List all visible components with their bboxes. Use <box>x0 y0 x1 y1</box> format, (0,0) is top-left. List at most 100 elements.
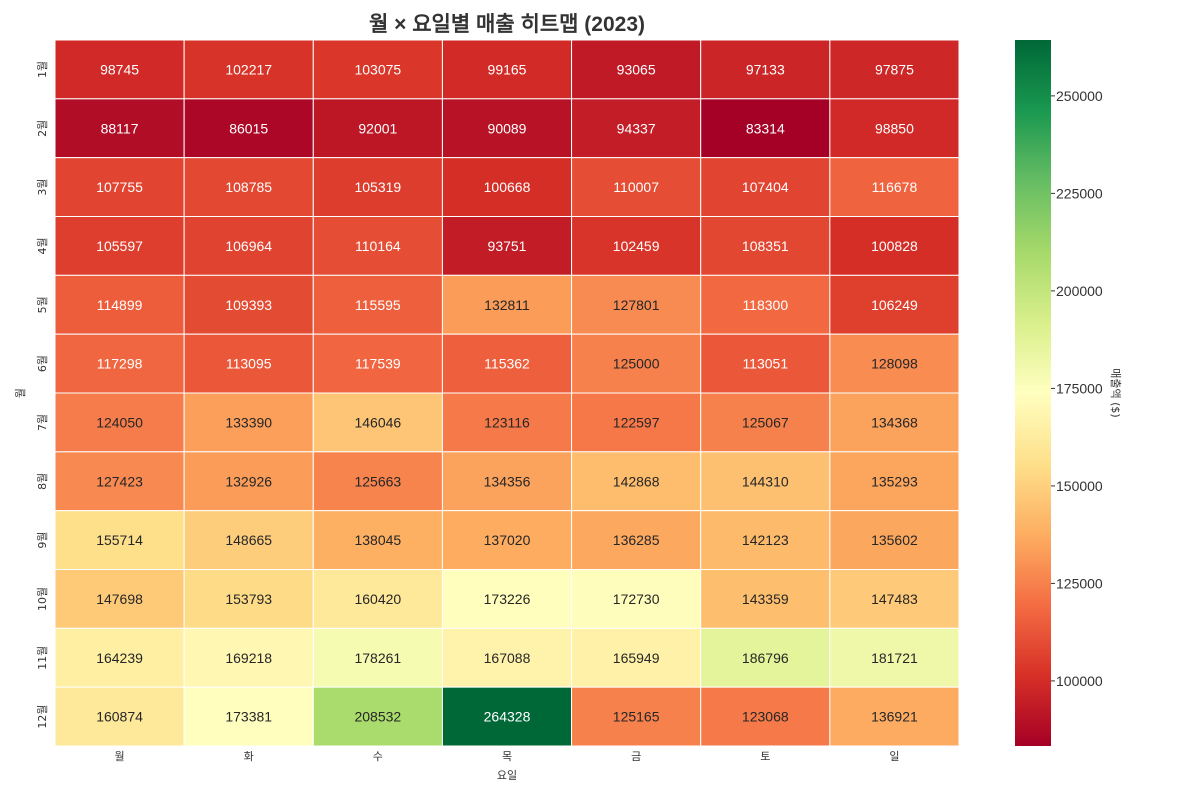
heatmap-cell <box>54 274 185 335</box>
heatmap-cell <box>441 627 573 688</box>
cell-value-label: 137020 <box>484 532 531 548</box>
cell-value-label: 100828 <box>871 238 918 254</box>
heatmap-cell <box>312 333 443 394</box>
heatmap-cell <box>700 39 831 100</box>
heatmap-cell <box>571 510 702 570</box>
heatmap-cell <box>700 451 831 512</box>
heatmap-cell <box>829 627 960 688</box>
heatmap-cell <box>700 627 831 688</box>
heatmap-cell <box>829 98 960 159</box>
heatmap-cell <box>54 98 185 159</box>
cell-value-label: 146046 <box>354 414 401 430</box>
heatmap-cell <box>312 392 443 453</box>
cell-value-label: 173226 <box>484 591 531 607</box>
heatmap-cell <box>54 569 185 629</box>
y-tick-label: 11월 <box>36 646 49 670</box>
cell-value-label: 127801 <box>613 297 660 313</box>
y-tick-label: 10월 <box>36 587 49 611</box>
cell-value-label: 94337 <box>617 120 656 136</box>
colorbar-tick-label: 125000 <box>1056 575 1103 591</box>
cell-value-label: 186796 <box>742 650 789 666</box>
y-tick-label: 9월 <box>36 532 49 549</box>
y-tick-label: 3월 <box>36 179 49 196</box>
heatmap-cell <box>829 392 960 453</box>
heatmap-cell <box>54 392 185 453</box>
heatmap-cells: 98745 102217 103075 99165 93065 97133 97875 881… <box>54 39 960 747</box>
colorbar <box>1015 40 1051 746</box>
cell-value-label: 160874 <box>96 709 143 725</box>
cell-value-label: 134356 <box>484 473 531 489</box>
cell-value-label: 108785 <box>225 179 272 195</box>
heatmap-cell <box>441 39 573 100</box>
cell-value-label: 127423 <box>96 473 143 489</box>
cell-value-label: 97133 <box>746 61 785 77</box>
cell-value-label: 164239 <box>96 650 143 666</box>
cell-value-label: 98745 <box>100 61 139 77</box>
cell-value-label: 264328 <box>484 709 531 725</box>
cell-value-label: 115362 <box>484 356 530 372</box>
heatmap-cell <box>571 157 702 218</box>
cell-value-label: 143359 <box>742 591 789 607</box>
heatmap-cell <box>829 451 960 512</box>
y-tick-label: 7월 <box>36 414 49 431</box>
cell-value-label: 208532 <box>354 709 401 725</box>
colorbar-tick-label: 100000 <box>1056 673 1103 689</box>
colorbar-ticks: 100000 125000 150000 175000 200000 225000 2500… <box>1051 88 1103 689</box>
y-axis-title: 월 <box>14 388 27 398</box>
cell-value-label: 128098 <box>871 356 918 372</box>
heatmap-cell <box>312 569 443 629</box>
colorbar-tick-label: 175000 <box>1056 380 1103 396</box>
x-axis-title: 요일 <box>497 768 517 782</box>
heatmap-cell <box>571 333 702 394</box>
cell-value-label: 109393 <box>225 297 272 313</box>
cell-value-label: 102217 <box>225 61 272 77</box>
cell-value-label: 136285 <box>613 532 660 548</box>
y-tick-label: 4월 <box>36 237 49 254</box>
heatmap-cell <box>571 569 702 629</box>
heatmap-cell <box>441 216 573 276</box>
heatmap-cell <box>571 98 702 159</box>
heatmap-cell <box>183 686 314 747</box>
cell-value-label: 107404 <box>742 179 789 195</box>
cell-value-label: 103075 <box>354 61 401 77</box>
cell-value-label: 83314 <box>746 120 785 136</box>
cell-value-label: 132811 <box>484 297 530 313</box>
cell-value-label: 125000 <box>613 356 660 372</box>
heatmap-cell <box>700 392 831 453</box>
cell-value-label: 117539 <box>355 356 401 372</box>
heatmap-cell <box>54 216 185 276</box>
heatmap-cell <box>829 333 960 394</box>
cell-value-label: 93065 <box>617 61 656 77</box>
heatmap-cell <box>571 39 702 100</box>
heatmap-cell <box>829 274 960 335</box>
cell-value-label: 181721 <box>871 650 918 666</box>
cell-value-label: 135602 <box>871 532 918 548</box>
y-tick-label: 1월 <box>36 61 49 78</box>
heatmap-cell <box>700 569 831 629</box>
heatmap-cell <box>54 39 185 100</box>
heatmap-cell <box>829 569 960 629</box>
cell-value-label: 167088 <box>484 650 531 666</box>
cell-value-label: 160420 <box>354 591 401 607</box>
x-tick-label: 목 <box>502 750 512 763</box>
cell-value-label: 122597 <box>613 414 660 430</box>
cell-value-label: 92001 <box>358 120 397 136</box>
cell-value-label: 172730 <box>613 591 660 607</box>
heatmap-cell <box>54 451 185 512</box>
cell-value-label: 107755 <box>96 179 143 195</box>
cell-value-label: 108351 <box>742 238 789 254</box>
x-tick-label: 화 <box>244 750 254 763</box>
heatmap-cell <box>312 510 443 570</box>
cell-value-label: 125663 <box>354 473 401 489</box>
cell-value-label: 148665 <box>225 532 272 548</box>
y-axis-ticks: 1월 2월 3월 4월 5월 6월 7월 8월 9월 10월 11월 12월 <box>36 61 49 729</box>
x-tick-label: 월 <box>115 750 125 763</box>
x-tick-label: 토 <box>760 750 770 763</box>
heatmap-cell <box>312 157 443 218</box>
cell-value-label: 114899 <box>97 297 143 313</box>
heatmap-cell <box>571 686 702 747</box>
heatmap-cell <box>183 157 314 218</box>
heatmap-cell <box>441 686 573 747</box>
heatmap-cell <box>700 98 831 159</box>
